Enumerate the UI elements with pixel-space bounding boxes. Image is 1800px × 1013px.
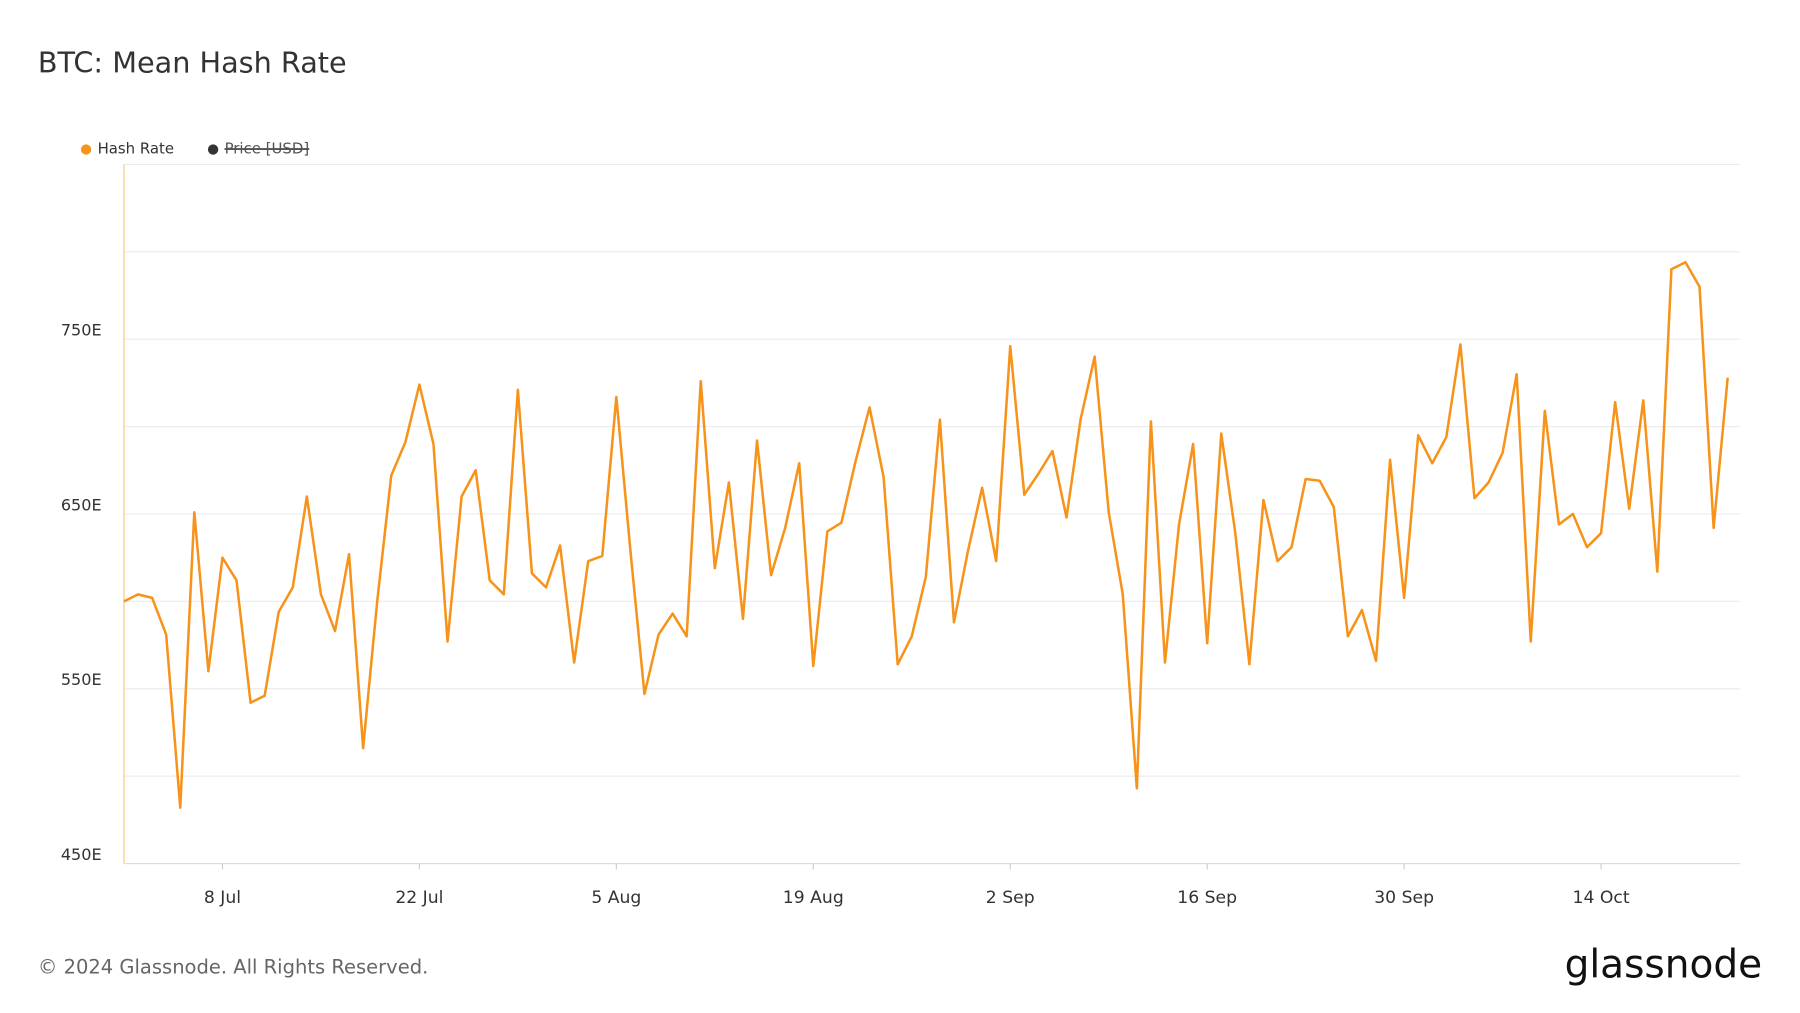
y-tick-label: 750E	[61, 321, 102, 340]
legend-marker[interactable]	[207, 144, 219, 155]
legend-marker[interactable]	[80, 144, 92, 155]
legend-label-hidden[interactable]: Price [USD]	[225, 139, 310, 157]
x-tick-label: 30 Sep	[1374, 888, 1434, 908]
x-tick-label: 5 Aug	[591, 888, 641, 908]
y-tick-label: 550E	[61, 670, 102, 689]
y-tick-label: 450E	[61, 845, 102, 864]
x-tick-label: 2 Sep	[986, 888, 1035, 908]
x-tick-label: 22 Jul	[395, 888, 443, 908]
chart-title: BTC: Mean Hash Rate	[38, 46, 347, 80]
line-series	[123, 261, 1729, 809]
y-tick-label: 650E	[61, 495, 102, 514]
x-tick-label: 14 Oct	[1573, 888, 1630, 908]
brand-logo: glassnode	[1565, 942, 1763, 987]
x-tick-label: 16 Sep	[1177, 888, 1237, 908]
legend-label[interactable]: Hash Rate	[98, 139, 174, 157]
footer: © 2024 Glassnode. All Rights Reserved.	[38, 955, 428, 978]
x-tick-label: 8 Jul	[204, 888, 241, 908]
x-tick-label: 19 Aug	[783, 888, 844, 908]
